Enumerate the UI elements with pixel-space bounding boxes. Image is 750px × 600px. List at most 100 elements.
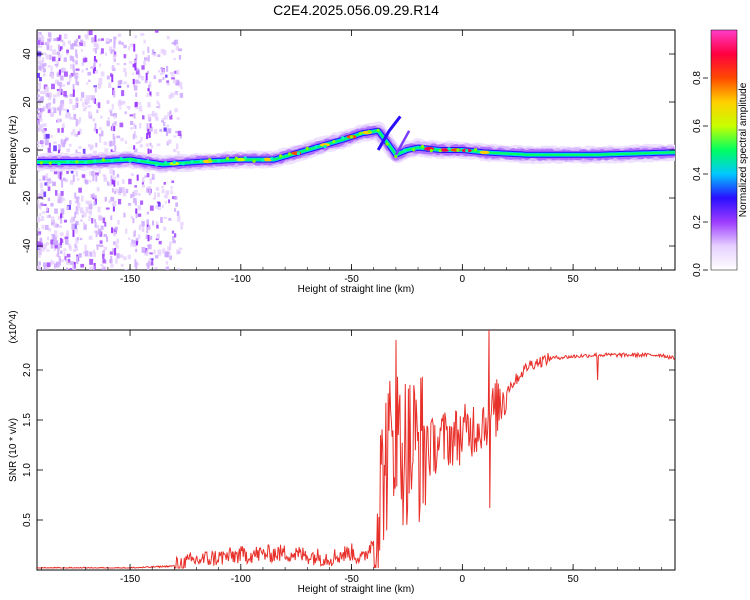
spectrogram-noise <box>147 261 150 267</box>
spectrogram-peak <box>181 162 185 166</box>
spectrogram-noise <box>77 81 80 86</box>
spectrogram-noise <box>47 38 51 43</box>
spectrogram-noise <box>81 174 86 178</box>
spectrogram-peak <box>128 159 132 163</box>
spectrogram-noise <box>41 211 46 214</box>
spectrogram-noise <box>51 261 55 264</box>
spectrogram-noise <box>146 211 150 215</box>
spectrogram-noise <box>37 89 41 92</box>
spectrogram-noise <box>135 238 139 244</box>
spectrogram-noise <box>66 81 71 85</box>
spectrogram-noise <box>178 81 183 88</box>
y-tick-label: 2.0 <box>22 363 33 377</box>
spectrogram-peak <box>75 160 79 164</box>
spectrogram-noise <box>69 246 72 251</box>
spectrogram-noise <box>128 178 132 185</box>
spectrogram-noise <box>154 255 159 259</box>
spectrogram-noise <box>39 242 43 248</box>
spectrogram-noise <box>121 90 125 97</box>
spectrogram-noise <box>88 215 91 222</box>
spectrogram-noise <box>67 113 71 119</box>
spectrogram-noise <box>163 216 168 219</box>
spectrogram-noise <box>113 113 118 118</box>
spectrogram-noise <box>120 101 123 106</box>
spectrogram-noise <box>156 234 160 239</box>
spectrogram-noise <box>120 263 124 267</box>
spectrogram-noise <box>38 83 42 89</box>
spectrogram-noise <box>60 259 64 263</box>
spectrogram-noise <box>57 243 60 250</box>
spectrogram-noise <box>137 234 141 239</box>
spectrogram-noise <box>66 253 71 258</box>
spectrogram-noise <box>122 191 127 197</box>
spectrogram-noise <box>53 145 57 152</box>
spectrogram-noise <box>55 253 59 257</box>
spectrogram-noise <box>92 249 96 254</box>
spectrogram-noise <box>59 46 62 52</box>
spectrogram-noise <box>55 79 59 84</box>
spectrogram-noise <box>139 122 142 129</box>
spectrogram-noise <box>134 124 137 129</box>
spectrogram-noise <box>59 118 62 122</box>
spectrogram-noise <box>122 179 125 184</box>
spectrogram-noise <box>37 200 40 205</box>
spectrogram-noise <box>178 48 183 52</box>
spectrogram-noise <box>94 123 97 131</box>
spectrogram-noise <box>167 128 172 134</box>
spectrogram-noise <box>110 49 113 54</box>
spectrogram-noise <box>149 252 153 255</box>
spectrogram-noise <box>49 92 53 99</box>
spectrogram-noise <box>135 69 140 75</box>
spectrogram-noise <box>38 125 42 131</box>
spectrogram-noise <box>149 149 152 154</box>
spectrogram-peak <box>163 160 168 165</box>
spectrogram-noise <box>82 40 86 47</box>
spectrogram-noise <box>108 199 111 204</box>
spectrogram-noise <box>38 249 42 256</box>
spectrogram-noise <box>142 50 145 55</box>
spectrogram-noise <box>170 189 173 195</box>
spectrogram-peak <box>394 154 398 159</box>
spectrogram-noise <box>77 205 81 208</box>
spectrogram-noise <box>169 241 172 246</box>
spectrogram-noise <box>113 51 117 57</box>
spectrogram-noise <box>87 202 90 205</box>
spectrogram-noise <box>130 242 134 247</box>
spectrogram-noise <box>75 68 80 71</box>
spectrogram-noise <box>85 36 89 40</box>
spectrogram-noise <box>66 49 69 54</box>
spectrogram-noise <box>69 55 72 61</box>
snr-panel: -150 -100 -50 0 50 0.5 1.0 1.5 2.0 Height of str… <box>8 310 676 595</box>
spectrogram-noise <box>75 97 78 102</box>
spectrogram-noise <box>67 40 71 45</box>
spectrogram-noise <box>93 219 96 223</box>
spectrogram-peak <box>305 146 309 151</box>
spectrogram-noise <box>136 262 139 266</box>
spectrogram-noise <box>99 136 102 143</box>
spectrogram-noise <box>96 231 99 235</box>
spectrogram-peak <box>137 158 141 163</box>
spectrogram-noise <box>123 81 128 85</box>
spectrogram-noise <box>103 174 107 180</box>
spectrogram-noise <box>100 115 103 119</box>
spectrogram-noise <box>112 231 117 237</box>
spectrogram-noise <box>169 255 172 260</box>
spectrogram-noise <box>132 78 135 84</box>
spectrogram-noise <box>114 188 119 194</box>
spectrogram-noise <box>110 263 114 268</box>
spectrogram-noise <box>113 126 116 132</box>
spectrogram-noise <box>43 203 47 207</box>
spectrogram-noise <box>147 114 151 120</box>
spectrogram-noise <box>138 105 143 112</box>
spectrogram-noise <box>75 103 78 108</box>
spectrogram-noise <box>75 53 78 59</box>
spectrogram-noise <box>175 45 180 51</box>
spectrogram-noise <box>130 173 134 176</box>
spectrogram-noise <box>38 261 41 266</box>
spectrogram-noise <box>106 41 110 44</box>
spectrogram-noise <box>147 104 151 108</box>
spectrogram-noise <box>50 202 54 207</box>
spectrogram-noise <box>148 188 151 196</box>
spectrogram-noise <box>75 60 78 65</box>
spectrogram-noise <box>100 244 104 248</box>
